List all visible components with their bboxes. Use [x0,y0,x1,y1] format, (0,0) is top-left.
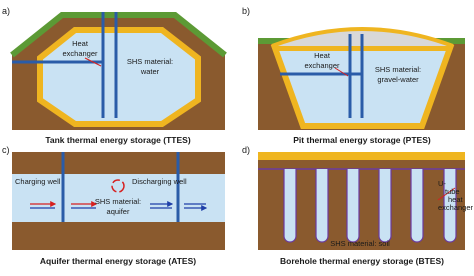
pointer [437,187,456,201]
label: tube [445,187,460,196]
caption: Aquifer thermal energy storage (ATES) [40,256,196,266]
label: Heat [72,39,89,48]
panel-a: a) Heat exchanger SHS material: water Ta… [2,6,227,145]
label: Discharging well [132,177,187,186]
label: U- [438,179,446,188]
pointer [84,57,102,67]
panel-letter: d) [242,145,250,155]
label: aquifer [107,207,130,216]
caption: Pit thermal energy storage (PTES) [293,135,431,145]
u-tube [378,169,392,243]
label: SHS material: [127,57,173,66]
u-tube [315,169,329,243]
label: water [140,67,160,76]
insulation [258,152,465,160]
label: SHS material: [95,197,141,206]
pointer [334,67,349,77]
panel-b: b) Heat exchanger SHS material: gravel-w… [242,6,465,145]
caption: Borehole thermal energy storage (BTES) [280,256,444,266]
label: Charging well [15,177,61,186]
panel-letter: a) [2,6,10,16]
u-tubes [283,169,457,243]
aquifer [12,174,225,222]
label: heat [448,195,464,204]
label: SHS material: soil [330,239,390,248]
u-tube [410,169,424,243]
label: Heat [314,51,331,60]
caption: Tank thermal energy storage (TTES) [45,135,190,145]
panel-c: c) Charging well Discharging well SHS ma… [2,145,225,266]
label: gravel-water [377,75,419,84]
grass [10,12,227,58]
label: exchanger [304,61,340,70]
label: SHS material: [375,65,421,74]
cycle-icon [111,179,125,193]
u-tube [443,169,457,243]
u-tube [346,169,360,243]
label: exchanger [62,49,98,58]
tank [37,27,201,127]
u-tube [283,169,297,243]
panel-letter: b) [242,6,250,16]
panel-letter: c) [2,145,10,155]
label: exchanger [438,203,474,212]
panel-d: d) U- tube heat exchanger SHS material: … [242,145,474,266]
